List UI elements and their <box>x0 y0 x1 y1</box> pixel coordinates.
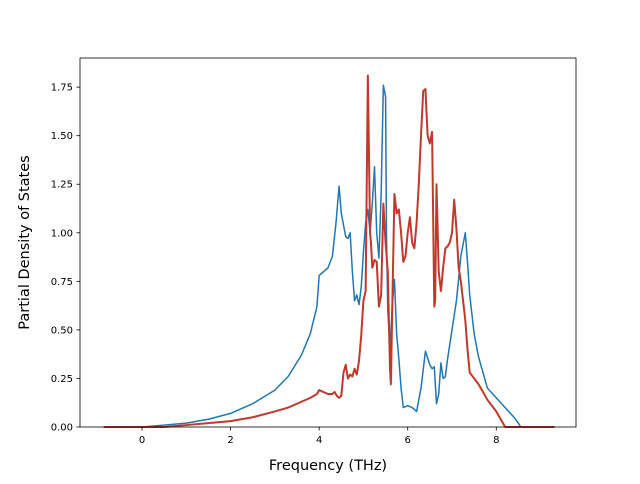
x-tick-label: 8 <box>493 435 499 446</box>
y-tick-label: 0.50 <box>51 325 73 336</box>
y-tick-label: 1.00 <box>51 228 73 239</box>
x-tick-label: 0 <box>139 435 145 446</box>
y-axis-label: Partial Density of States <box>17 155 33 329</box>
series-line-2 <box>103 74 555 428</box>
y-axis-ticks: 0.00 0.25 0.50 0.75 1.00 1.25 1.50 1.75 <box>51 83 80 434</box>
y-tick-label: 0.25 <box>51 374 73 385</box>
y-tick-label: 0.75 <box>51 277 73 288</box>
y-tick-label: 1.75 <box>51 83 73 94</box>
x-axis-ticks: 0 2 4 6 8 <box>139 427 499 446</box>
series-layer <box>103 74 555 428</box>
x-axis-label: Frequency (THz) <box>269 458 387 474</box>
x-tick-label: 2 <box>227 435 233 446</box>
y-tick-label: 0.00 <box>51 423 73 434</box>
y-tick-label: 1.50 <box>51 131 73 142</box>
y-tick-label: 1.25 <box>51 180 73 191</box>
series-line-1 <box>103 84 555 428</box>
x-tick-label: 6 <box>405 435 411 446</box>
plot-frame <box>79 57 577 428</box>
x-tick-label: 4 <box>316 435 322 446</box>
